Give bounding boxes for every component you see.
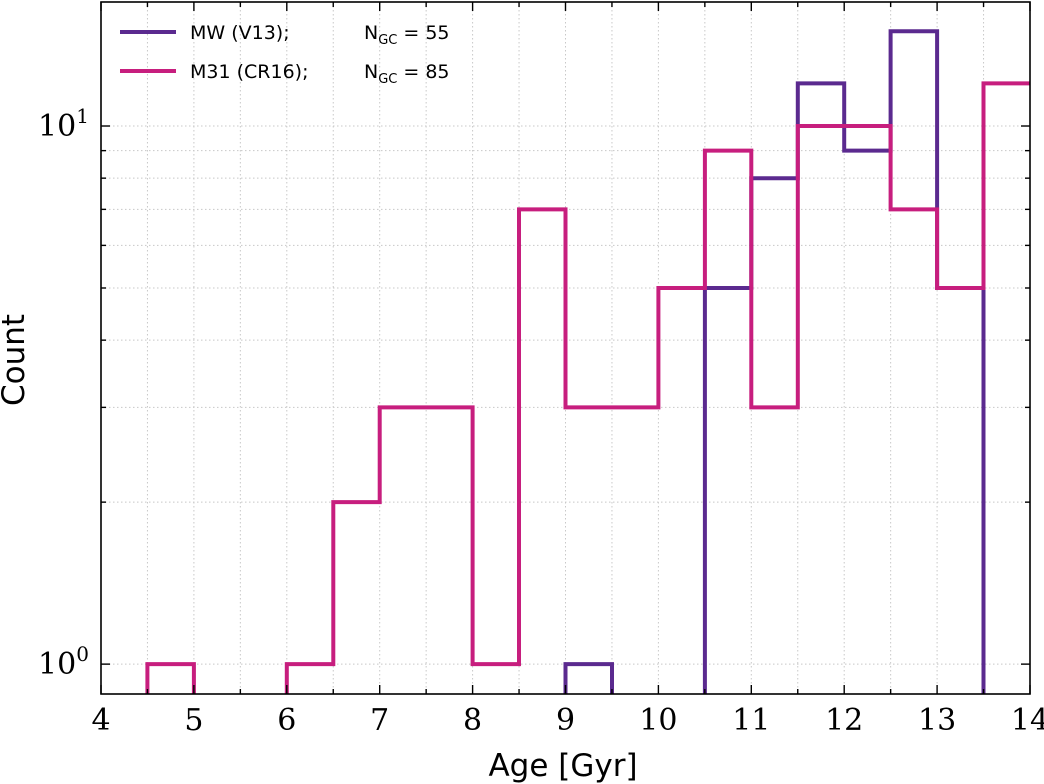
x-tick-label: 7 <box>370 703 389 738</box>
legend-count-mw-n: N <box>364 22 378 44</box>
y-tick-label: 101 <box>38 104 89 144</box>
y-tick-label-exponent: 0 <box>76 642 89 666</box>
legend-count-mw: NGC = 55 <box>364 22 450 48</box>
legend-entry-m31: M31 (CR16); NGC = 85 <box>120 61 450 87</box>
legend-label-m31: M31 (CR16); <box>190 61 308 83</box>
y-tick-label-base: 10 <box>38 647 76 682</box>
legend-label-mw: MW (V13); <box>190 22 290 44</box>
legend-count-mw-value: = 55 <box>403 22 449 44</box>
x-tick-label: 9 <box>556 703 575 738</box>
series-mw-step <box>563 29 986 694</box>
axis-ticks <box>100 2 1031 694</box>
x-tick-label: 14 <box>1011 703 1044 738</box>
x-axis-label: Age [Gyr] <box>488 748 637 784</box>
legend-count-m31-sub: GC <box>378 72 397 87</box>
x-tick-label: 12 <box>825 703 863 738</box>
y-tick-label: 100 <box>38 642 89 682</box>
x-tick-label: 10 <box>639 703 677 738</box>
legend-count-mw-sub: GC <box>378 33 397 48</box>
y-tick-label-exponent: 1 <box>76 104 89 128</box>
x-tick-labels: 4 5 6 7 8 9 10 11 12 13 14 <box>91 703 1044 738</box>
x-tick-label: 8 <box>463 703 482 738</box>
legend-count-m31: NGC = 85 <box>364 61 450 87</box>
y-axis-label: Count <box>0 314 32 406</box>
series-m31-step <box>145 81 1030 694</box>
legend-count-m31-n: N <box>364 61 378 83</box>
series-layer <box>145 29 1030 694</box>
x-tick-label: 6 <box>277 703 296 738</box>
legend: MW (V13); NGC = 55 M31 (CR16); NGC = 85 <box>120 22 450 87</box>
x-tick-label: 13 <box>918 703 956 738</box>
legend-count-m31-value: = 85 <box>403 61 449 83</box>
x-tick-label: 11 <box>732 703 770 738</box>
x-tick-label: 5 <box>184 703 203 738</box>
legend-entry-mw: MW (V13); NGC = 55 <box>120 22 450 48</box>
y-tick-label-base: 10 <box>38 109 76 144</box>
x-tick-label: 4 <box>91 703 110 738</box>
